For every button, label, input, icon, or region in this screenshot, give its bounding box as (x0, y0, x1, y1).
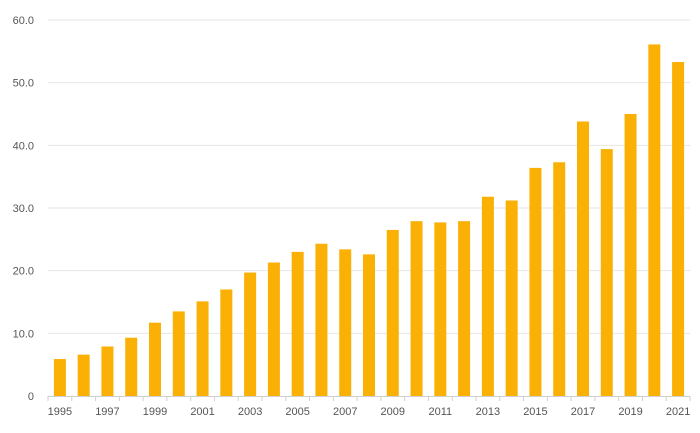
x-tick-label: 1997 (95, 406, 119, 418)
bar-2002 (220, 289, 233, 396)
bar-1999 (149, 322, 161, 396)
bar-2018 (600, 149, 613, 396)
x-tick-label: 2021 (666, 406, 690, 418)
x-tick-label: 2001 (190, 406, 214, 418)
y-tick-label: 40.0 (13, 140, 34, 152)
bar-2001 (196, 301, 209, 396)
x-tick-label: 2015 (523, 406, 547, 418)
y-tick-label: 30.0 (13, 203, 34, 215)
x-tick-label: 2005 (285, 406, 309, 418)
bar-2007 (339, 249, 352, 396)
bar-2009 (386, 229, 399, 396)
y-tick-label: 50.0 (13, 78, 34, 90)
bar-1997 (101, 346, 114, 396)
bar-2017 (577, 121, 589, 397)
bar-1995 (53, 359, 66, 396)
axis-layer (47, 396, 691, 401)
bar-2006 (315, 243, 328, 396)
x-tick-label: 2013 (476, 406, 500, 418)
x-tick-label: 2007 (333, 406, 357, 418)
bar-2012 (458, 221, 471, 396)
bar-2016 (553, 162, 566, 396)
y-tick-label: 0 (28, 391, 34, 403)
bar-1998 (125, 337, 138, 396)
x-tick-label: 2003 (238, 406, 262, 418)
x-tick-label: 1995 (48, 406, 72, 418)
bar-2005 (291, 251, 304, 396)
y-tick-label: 20.0 (13, 266, 34, 278)
bar-2019 (624, 114, 637, 396)
bar-2015 (529, 167, 542, 396)
bar-2008 (363, 254, 375, 396)
bar-layer (53, 44, 685, 397)
x-tick-label: 1999 (143, 406, 167, 418)
bar-2011 (434, 222, 447, 396)
bar-1996 (77, 354, 90, 396)
x-tick-label: 2017 (571, 406, 595, 418)
bar-2003 (244, 272, 257, 396)
label-layer: 0 10.0 20.0 30.0 40.0 50.0 60.0 1995 1997 1999 200… (13, 15, 691, 418)
x-tick-label: 2011 (429, 406, 453, 418)
x-tick-label: 2019 (618, 406, 642, 418)
bar-2021 (672, 61, 685, 397)
y-tick-label: 60.0 (13, 15, 34, 27)
x-tick-label: 2009 (381, 406, 405, 418)
bar-2004 (267, 262, 280, 396)
bar-2013 (481, 196, 494, 396)
bar-2020 (648, 44, 661, 396)
bar-2014 (505, 200, 518, 396)
bar-2010 (410, 221, 423, 396)
y-tick-label: 10.0 (13, 328, 34, 340)
bar-2000 (172, 311, 185, 396)
